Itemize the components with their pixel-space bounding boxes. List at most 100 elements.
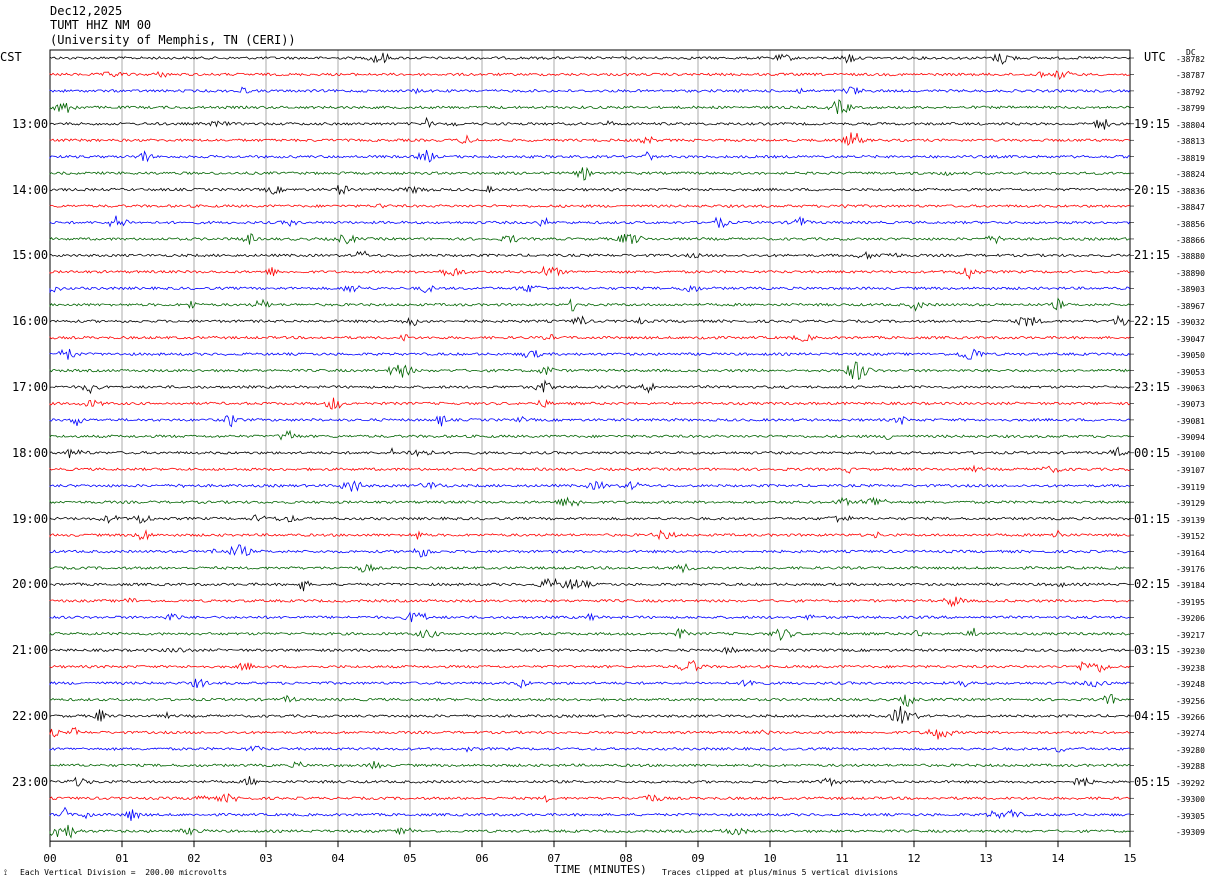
seismic-trace <box>49 132 1131 147</box>
seismic-trace <box>49 284 1131 294</box>
seismic-trace <box>49 529 1131 541</box>
dc-offset-label: -39217 <box>1176 630 1205 640</box>
seismic-trace <box>49 659 1131 673</box>
dc-offset-label: -39266 <box>1176 713 1205 722</box>
dc-offset-label: -38792 <box>1176 87 1205 97</box>
dc-offset-label: -39309 <box>1176 828 1205 838</box>
seismic-trace <box>49 514 1131 524</box>
cst-hour-label: 14:00 <box>12 182 49 197</box>
utc-hour-label: 03:15 <box>1134 643 1171 658</box>
seismic-mark-icon: ⟟ <box>4 868 7 877</box>
cst-hour-label: 20:00 <box>12 577 49 592</box>
x-tick-label: 01 <box>115 852 129 865</box>
utc-hour-label: 19:15 <box>1134 116 1171 131</box>
seismic-trace <box>49 265 1131 280</box>
seismic-trace <box>49 496 1131 507</box>
utc-hour-label: 05:15 <box>1134 774 1171 789</box>
dc-offset-label: -39256 <box>1176 696 1205 706</box>
seismic-trace <box>49 646 1131 656</box>
seismic-trace <box>49 99 1131 114</box>
seismic-trace <box>49 203 1131 209</box>
seismic-trace <box>49 233 1131 245</box>
dc-offset-label: -39119 <box>1176 482 1205 492</box>
cst-hour-label: 23:00 <box>12 774 49 789</box>
dc-column-label: DC <box>1186 48 1196 57</box>
seismic-trace <box>49 446 1131 459</box>
seismic-trace <box>49 333 1131 342</box>
cst-hour-label: 15:00 <box>12 248 49 263</box>
x-tick-label: 05 <box>403 852 417 865</box>
cst-hour-label: 19:00 <box>12 511 49 526</box>
cst-hour-label: 13:00 <box>12 116 49 131</box>
seismic-trace <box>49 397 1131 410</box>
x-tick-label: 12 <box>907 852 921 865</box>
x-tick-label: 09 <box>691 852 705 865</box>
dc-offset-label: -39274 <box>1176 729 1205 739</box>
seismic-trace <box>49 678 1131 689</box>
x-tick-label: 10 <box>763 852 777 865</box>
dc-offset-label: -38847 <box>1176 203 1205 213</box>
dc-offset-label: -39288 <box>1176 762 1205 772</box>
seismic-trace <box>49 314 1131 327</box>
seismic-trace <box>49 544 1131 558</box>
dc-offset-label: -39100 <box>1176 449 1205 459</box>
seismic-trace <box>49 694 1131 707</box>
cst-axis-label: CST <box>0 50 22 64</box>
x-axis-title: TIME (MINUTES) <box>554 863 647 876</box>
utc-hour-label: 22:15 <box>1134 314 1171 329</box>
seismic-trace <box>49 184 1131 195</box>
seismic-trace <box>49 149 1131 163</box>
seismic-trace <box>49 215 1131 229</box>
dc-offset-label: -38824 <box>1176 170 1205 180</box>
dc-offset-label: -39292 <box>1176 778 1205 788</box>
dc-offset-label: -39176 <box>1176 564 1205 574</box>
seismic-trace <box>49 361 1131 381</box>
dc-offset-label: -39238 <box>1176 663 1205 673</box>
dc-offset-label: -39081 <box>1176 416 1205 426</box>
seismic-trace <box>49 250 1131 260</box>
plot-date: Dec12,2025 <box>50 4 123 18</box>
dc-offset-label: -39300 <box>1176 795 1205 805</box>
dc-offset-label: -38856 <box>1176 219 1205 229</box>
dc-offset-label: -39129 <box>1176 499 1205 509</box>
seismic-trace <box>49 480 1131 492</box>
dc-offset-label: -38819 <box>1176 153 1205 163</box>
seismic-trace <box>49 415 1131 428</box>
cst-hour-label: 22:00 <box>12 709 49 723</box>
utc-hour-label: 02:15 <box>1134 577 1171 592</box>
seismic-trace <box>49 297 1131 312</box>
x-tick-label: 04 <box>331 852 345 865</box>
x-tick-label: 08 <box>619 852 633 865</box>
seismic-trace <box>49 464 1131 474</box>
dc-offset-label: -38866 <box>1176 235 1205 245</box>
dc-offset-label: -39206 <box>1176 614 1205 624</box>
seismic-trace <box>49 726 1131 740</box>
dc-offset-label: -39230 <box>1176 647 1205 657</box>
seismic-trace <box>49 348 1131 360</box>
dc-offset-label: -38967 <box>1176 301 1205 311</box>
x-tick-label: 14 <box>1051 852 1065 865</box>
dc-offset-label: -39073 <box>1176 400 1205 410</box>
dc-offset-label: -39063 <box>1176 384 1205 393</box>
x-tick-label: 03 <box>259 852 273 865</box>
dc-offset-label: -39164 <box>1176 548 1205 558</box>
seismic-trace <box>49 745 1131 753</box>
dc-offset-label: -38813 <box>1176 137 1205 147</box>
plot-frame <box>49 49 1131 842</box>
dc-offset-label: -39152 <box>1176 532 1205 542</box>
utc-hour-label: 21:15 <box>1134 248 1171 263</box>
seismic-trace <box>49 429 1131 441</box>
cst-hour-label: 17:00 <box>12 380 49 394</box>
seismic-trace <box>49 86 1131 95</box>
dc-offset-label: -38782 <box>1176 55 1205 64</box>
x-tick-label: 13 <box>979 852 993 865</box>
institution-label: (University of Memphis, TN (CERI)) <box>50 33 296 47</box>
seismic-trace <box>49 627 1131 641</box>
cst-hour-label: 21:00 <box>12 643 49 658</box>
dc-offset-label: -39032 <box>1176 318 1205 328</box>
seismic-trace <box>49 806 1130 821</box>
cst-hour-label: 18:00 <box>12 445 49 460</box>
utc-axis-label: UTC <box>1144 50 1166 64</box>
station-code: TUMT HHZ NM 00 <box>50 18 152 32</box>
dc-offset-label: -39050 <box>1176 351 1205 361</box>
